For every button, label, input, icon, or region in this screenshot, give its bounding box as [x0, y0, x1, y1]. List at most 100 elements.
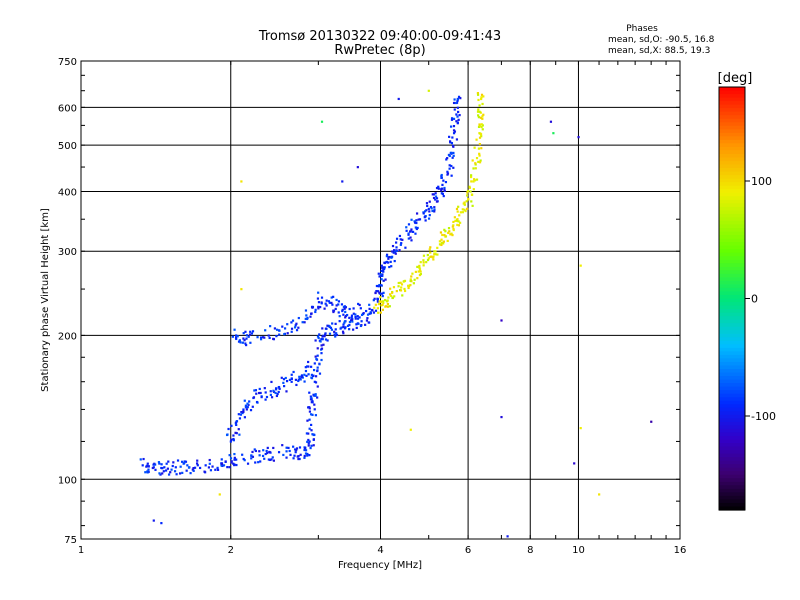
- trace-scatter-point: [307, 360, 310, 364]
- colorbar-segment: [719, 347, 745, 352]
- trace-scatter-point: [385, 255, 388, 258]
- trace-scatter-point: [264, 329, 267, 332]
- colorbar-segment: [719, 326, 745, 331]
- trace-point: [229, 440, 232, 443]
- trace-point: [294, 324, 297, 327]
- trace-scatter-point: [247, 403, 250, 406]
- trace-scatter-point: [291, 319, 295, 322]
- colorbar-segment: [719, 369, 745, 374]
- trace-scatter-point: [259, 338, 263, 341]
- y-axis-label: Stationary phase Virtual Height [km]: [40, 208, 51, 392]
- trace-scatter-point: [274, 387, 278, 390]
- trace-scatter-point: [229, 457, 233, 460]
- colorbar-segment: [719, 492, 745, 497]
- trace-scatter-point: [434, 195, 438, 198]
- trace-scatter-point: [450, 174, 453, 177]
- trace-scatter-point: [326, 324, 329, 327]
- colorbar-segment: [719, 136, 745, 141]
- trace-scatter-point: [230, 460, 233, 463]
- trace-scatter-point: [350, 318, 354, 321]
- trace-scatter-point: [399, 289, 403, 292]
- trace-scatter-point: [226, 466, 229, 469]
- trace-scatter-point: [283, 333, 286, 336]
- trace-scatter-point: [312, 444, 315, 447]
- isolated-point: [650, 420, 653, 423]
- trace-scatter-point: [431, 193, 434, 196]
- colorbar-segment: [719, 115, 745, 120]
- colorbar-segment: [719, 393, 745, 398]
- trace-scatter-point: [442, 179, 445, 182]
- trace-scatter-point: [316, 369, 319, 372]
- colorbar-segment: [719, 178, 745, 183]
- trace-scatter-point: [476, 93, 480, 96]
- colorbar-segment: [719, 298, 745, 303]
- trace-scatter-point: [246, 462, 250, 465]
- trace-scatter-point: [407, 233, 410, 236]
- trace-scatter-point: [237, 413, 240, 416]
- trace-scatter-point: [346, 313, 349, 317]
- trace-scatter-point: [435, 186, 439, 190]
- trace-scatter-point: [364, 323, 367, 326]
- trace-scatter-point: [142, 457, 145, 461]
- trace-scatter-point: [312, 393, 315, 396]
- colorbar-segment: [719, 280, 745, 285]
- trace-scatter-point: [328, 325, 331, 328]
- trace-scatter-point: [230, 424, 233, 427]
- trace-scatter-point: [442, 194, 445, 198]
- trace-scatter-point: [395, 246, 398, 249]
- colorbar-segment: [719, 330, 745, 335]
- trace-point: [320, 296, 324, 299]
- trace-scatter-point: [147, 465, 150, 468]
- trace-scatter-point: [395, 237, 399, 240]
- trace-scatter-point: [378, 291, 381, 294]
- chart-title: Tromsø 20130322 09:40:00-09:41:43: [258, 29, 501, 44]
- trace-scatter-point: [242, 457, 245, 461]
- trace-scatter-point: [191, 468, 194, 471]
- trace-scatter-point: [381, 274, 384, 278]
- trace-scatter-point: [452, 166, 455, 169]
- isolated-point: [356, 166, 359, 169]
- trace-scatter-point: [452, 151, 455, 155]
- trace-scatter-point: [179, 465, 182, 468]
- colorbar-segment: [719, 358, 745, 363]
- trace-scatter-point: [271, 456, 274, 459]
- trace-scatter-point: [342, 313, 345, 316]
- trace-scatter-point: [286, 323, 289, 326]
- colorbar-segment: [719, 443, 745, 448]
- trace-scatter-point: [278, 387, 281, 390]
- colorbar-segment: [719, 284, 745, 289]
- trace-scatter-point: [238, 339, 241, 342]
- trace-scatter-point: [186, 464, 189, 467]
- trace-scatter-point: [235, 463, 238, 467]
- trace-scatter-point: [241, 411, 244, 415]
- trace-scatter-point: [245, 343, 248, 347]
- trace-scatter-point: [382, 300, 385, 303]
- trace-scatter-point: [146, 462, 149, 465]
- trace-scatter-point: [281, 325, 284, 328]
- trace-scatter-point: [254, 449, 258, 453]
- colorbar-segment: [719, 104, 745, 109]
- trace-scatter-point: [428, 210, 431, 213]
- trace-scatter-point: [437, 185, 440, 188]
- trace-scatter-point: [447, 227, 451, 230]
- trace-scatter-point: [303, 373, 306, 376]
- trace-scatter-point: [307, 442, 310, 445]
- trace-scatter-point: [395, 249, 398, 252]
- colorbar-segment: [719, 245, 745, 250]
- colorbar-segment: [719, 506, 745, 511]
- trace-scatter-point: [344, 310, 347, 314]
- trace-scatter-point: [335, 298, 338, 302]
- colorbar-segment: [719, 400, 745, 405]
- trace-scatter-point: [377, 290, 380, 293]
- trace-scatter-point: [438, 243, 442, 246]
- trace-scatter-point: [343, 327, 346, 330]
- trace-scatter-point: [442, 240, 445, 243]
- trace-scatter-point: [297, 378, 300, 381]
- trace-scatter-point: [154, 468, 157, 471]
- trace-scatter-point: [146, 464, 149, 467]
- trace-scatter-point: [461, 208, 464, 211]
- trace-scatter-point: [426, 253, 429, 257]
- trace-scatter-point: [251, 450, 254, 454]
- trace-scatter-point: [482, 113, 485, 116]
